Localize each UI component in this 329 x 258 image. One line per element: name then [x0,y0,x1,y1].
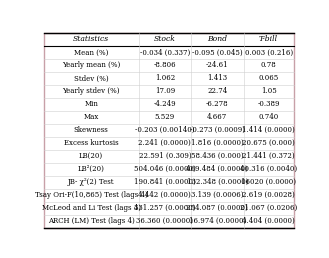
Text: Bond: Bond [207,35,227,43]
Text: 40.316 (0.0040): 40.316 (0.0040) [240,165,297,173]
Text: 20.675 (0.000): 20.675 (0.000) [242,139,295,147]
Text: 4.404 (0.0000): 4.404 (0.0000) [242,217,295,225]
Text: 17.09: 17.09 [155,87,175,95]
Text: 504.046 (0.0000): 504.046 (0.0000) [134,165,196,173]
Text: 5.529: 5.529 [155,113,175,121]
Text: Stock: Stock [154,35,176,43]
Text: LB(20): LB(20) [79,152,103,160]
Text: 22.591 (0.309): 22.591 (0.309) [139,152,191,160]
Text: 1.816 (0.0000): 1.816 (0.0000) [191,139,244,147]
Text: JB- χ²(2) Test: JB- χ²(2) Test [68,178,114,186]
Text: -4.249: -4.249 [154,100,176,108]
Text: 1.413: 1.413 [207,74,227,82]
Text: 4.667: 4.667 [207,113,227,121]
Text: 1.414 (0.0000): 1.414 (0.0000) [242,126,295,134]
Text: 4.442 (0.0000): 4.442 (0.0000) [139,191,191,199]
Text: -6.278: -6.278 [206,100,229,108]
Text: McLeod and Li Test (lags 4): McLeod and Li Test (lags 4) [42,204,141,212]
Text: Yearly mean (%): Yearly mean (%) [62,61,120,69]
Text: 21.067 (0.0206): 21.067 (0.0206) [240,204,297,212]
Text: -0.273 (0.0009): -0.273 (0.0009) [190,126,245,134]
Text: -0.034 (0.337): -0.034 (0.337) [140,49,190,57]
Text: 254.087 (0.0000): 254.087 (0.0000) [187,204,248,212]
Text: 2.241 (0.0000): 2.241 (0.0000) [139,139,191,147]
Text: Excess kurtosis: Excess kurtosis [64,139,118,147]
Text: 132.348 (0.0000): 132.348 (0.0000) [187,178,248,186]
Text: 331.257 (0.0000): 331.257 (0.0000) [134,204,196,212]
Text: T-bill: T-bill [259,35,278,43]
Text: Max: Max [84,113,99,121]
Text: -0.389: -0.389 [257,100,280,108]
Text: 21.441 (0.372): 21.441 (0.372) [242,152,295,160]
Text: 0.78: 0.78 [261,61,276,69]
Text: 0.740: 0.740 [259,113,279,121]
Text: 16.974 (0.0000): 16.974 (0.0000) [189,217,246,225]
Text: 2.619 (0.0028): 2.619 (0.0028) [242,191,295,199]
Text: Statistics: Statistics [73,35,109,43]
Text: 1.062: 1.062 [155,74,175,82]
Text: ARCH (LM) Test (lags 4): ARCH (LM) Test (lags 4) [48,217,135,225]
Text: -24.61: -24.61 [206,61,229,69]
Text: 190.841 (0.0000): 190.841 (0.0000) [134,178,196,186]
Text: -8.806: -8.806 [154,61,176,69]
Text: 22.74: 22.74 [207,87,227,95]
Text: 36.360 (0.0000): 36.360 (0.0000) [136,217,193,225]
Text: 1.05: 1.05 [261,87,276,95]
Text: 469.484 (0.0000): 469.484 (0.0000) [187,165,248,173]
Text: 0.065: 0.065 [259,74,279,82]
Text: Mean (%): Mean (%) [74,49,108,57]
Text: 3.139 (0.0006): 3.139 (0.0006) [191,191,243,199]
Text: Stdev (%): Stdev (%) [74,74,109,82]
Text: Min: Min [84,100,98,108]
Text: Yearly stdev (%): Yearly stdev (%) [63,87,120,95]
Text: -0.095 (0.045): -0.095 (0.045) [192,49,243,57]
Text: 0.003 (0.216): 0.003 (0.216) [244,49,292,57]
Text: Skewness: Skewness [74,126,109,134]
Text: Tsay Ori-F(10,865) Test (lags 4): Tsay Ori-F(10,865) Test (lags 4) [35,191,147,199]
Text: LB²(20): LB²(20) [78,165,105,173]
Text: 16020 (0.0000): 16020 (0.0000) [241,178,296,186]
Text: -0.203 (0.00140): -0.203 (0.00140) [135,126,195,134]
Text: 58.436 (0.000): 58.436 (0.000) [191,152,244,160]
